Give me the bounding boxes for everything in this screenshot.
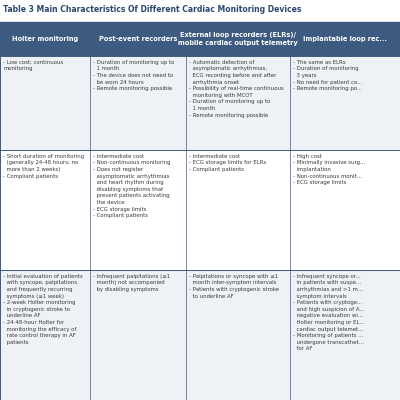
Text: - The same as ELRs
- Duration of monitoring
  3 years
- No need for patient co..: - The same as ELRs - Duration of monitor… [293, 60, 362, 91]
Text: - Palpitations or syncope with ≤1
  month inter-symptom intervals
- Patients wit: - Palpitations or syncope with ≤1 month … [189, 274, 279, 299]
Bar [0, 270, 400, 400]
Text: - Short duration of monitoring
  (generally 24-48 hours; no
  more than 2 weeks): - Short duration of monitoring (generall… [3, 154, 84, 179]
Text: External loop recorders (ELRs)/
mobile cardiac output telemetry: External loop recorders (ELRs)/ mobile c… [178, 32, 298, 46]
Text: Post-event recorders: Post-event recorders [99, 36, 177, 42]
Bar [0, 22, 400, 56]
Text: - High cost
- Minimally invasive surg...
  implantation
- Non-continuous monit..: - High cost - Minimally invasive surg...… [293, 154, 366, 185]
Text: - Duration of monitoring up to
  1 month
- The device does not need to
  be worn: - Duration of monitoring up to 1 month -… [93, 60, 174, 91]
Text: - Infrequent syncope or...
  in patients with suspe...
  arrhythmias and >1 m...: - Infrequent syncope or... in patients w… [293, 274, 365, 352]
Text: Table 3 Main Characteristics Of Different Cardiac Monitoring Devices: Table 3 Main Characteristics Of Differen… [3, 6, 302, 14]
Bar [0, 56, 400, 150]
Text: - Automatic detection of
  asymptomatic arrhythmias,
  ECG recording before and : - Automatic detection of asymptomatic ar… [189, 60, 284, 118]
Text: - Intermediate cost
- ECG storage limits for ELRs
- Compliant patients: - Intermediate cost - ECG storage limits… [189, 154, 266, 172]
Text: Holter monitoring: Holter monitoring [12, 36, 78, 42]
Text: - Intermediate cost
- Non-continuous monitoring
- Does not register
  asymptomat: - Intermediate cost - Non-continuous mon… [93, 154, 171, 218]
Text: Implantable loop rec...: Implantable loop rec... [303, 36, 387, 42]
Text: - Infrequent palpitations (≤1
  month) not accompanied
  by disabling symptoms: - Infrequent palpitations (≤1 month) not… [93, 274, 170, 292]
Text: - Low cost; continuous
monitoring: - Low cost; continuous monitoring [3, 60, 64, 72]
Bar [0, 150, 400, 270]
Text: - Initial evaluation of patients
  with syncope, palpitations
  and frequently r: - Initial evaluation of patients with sy… [3, 274, 83, 345]
